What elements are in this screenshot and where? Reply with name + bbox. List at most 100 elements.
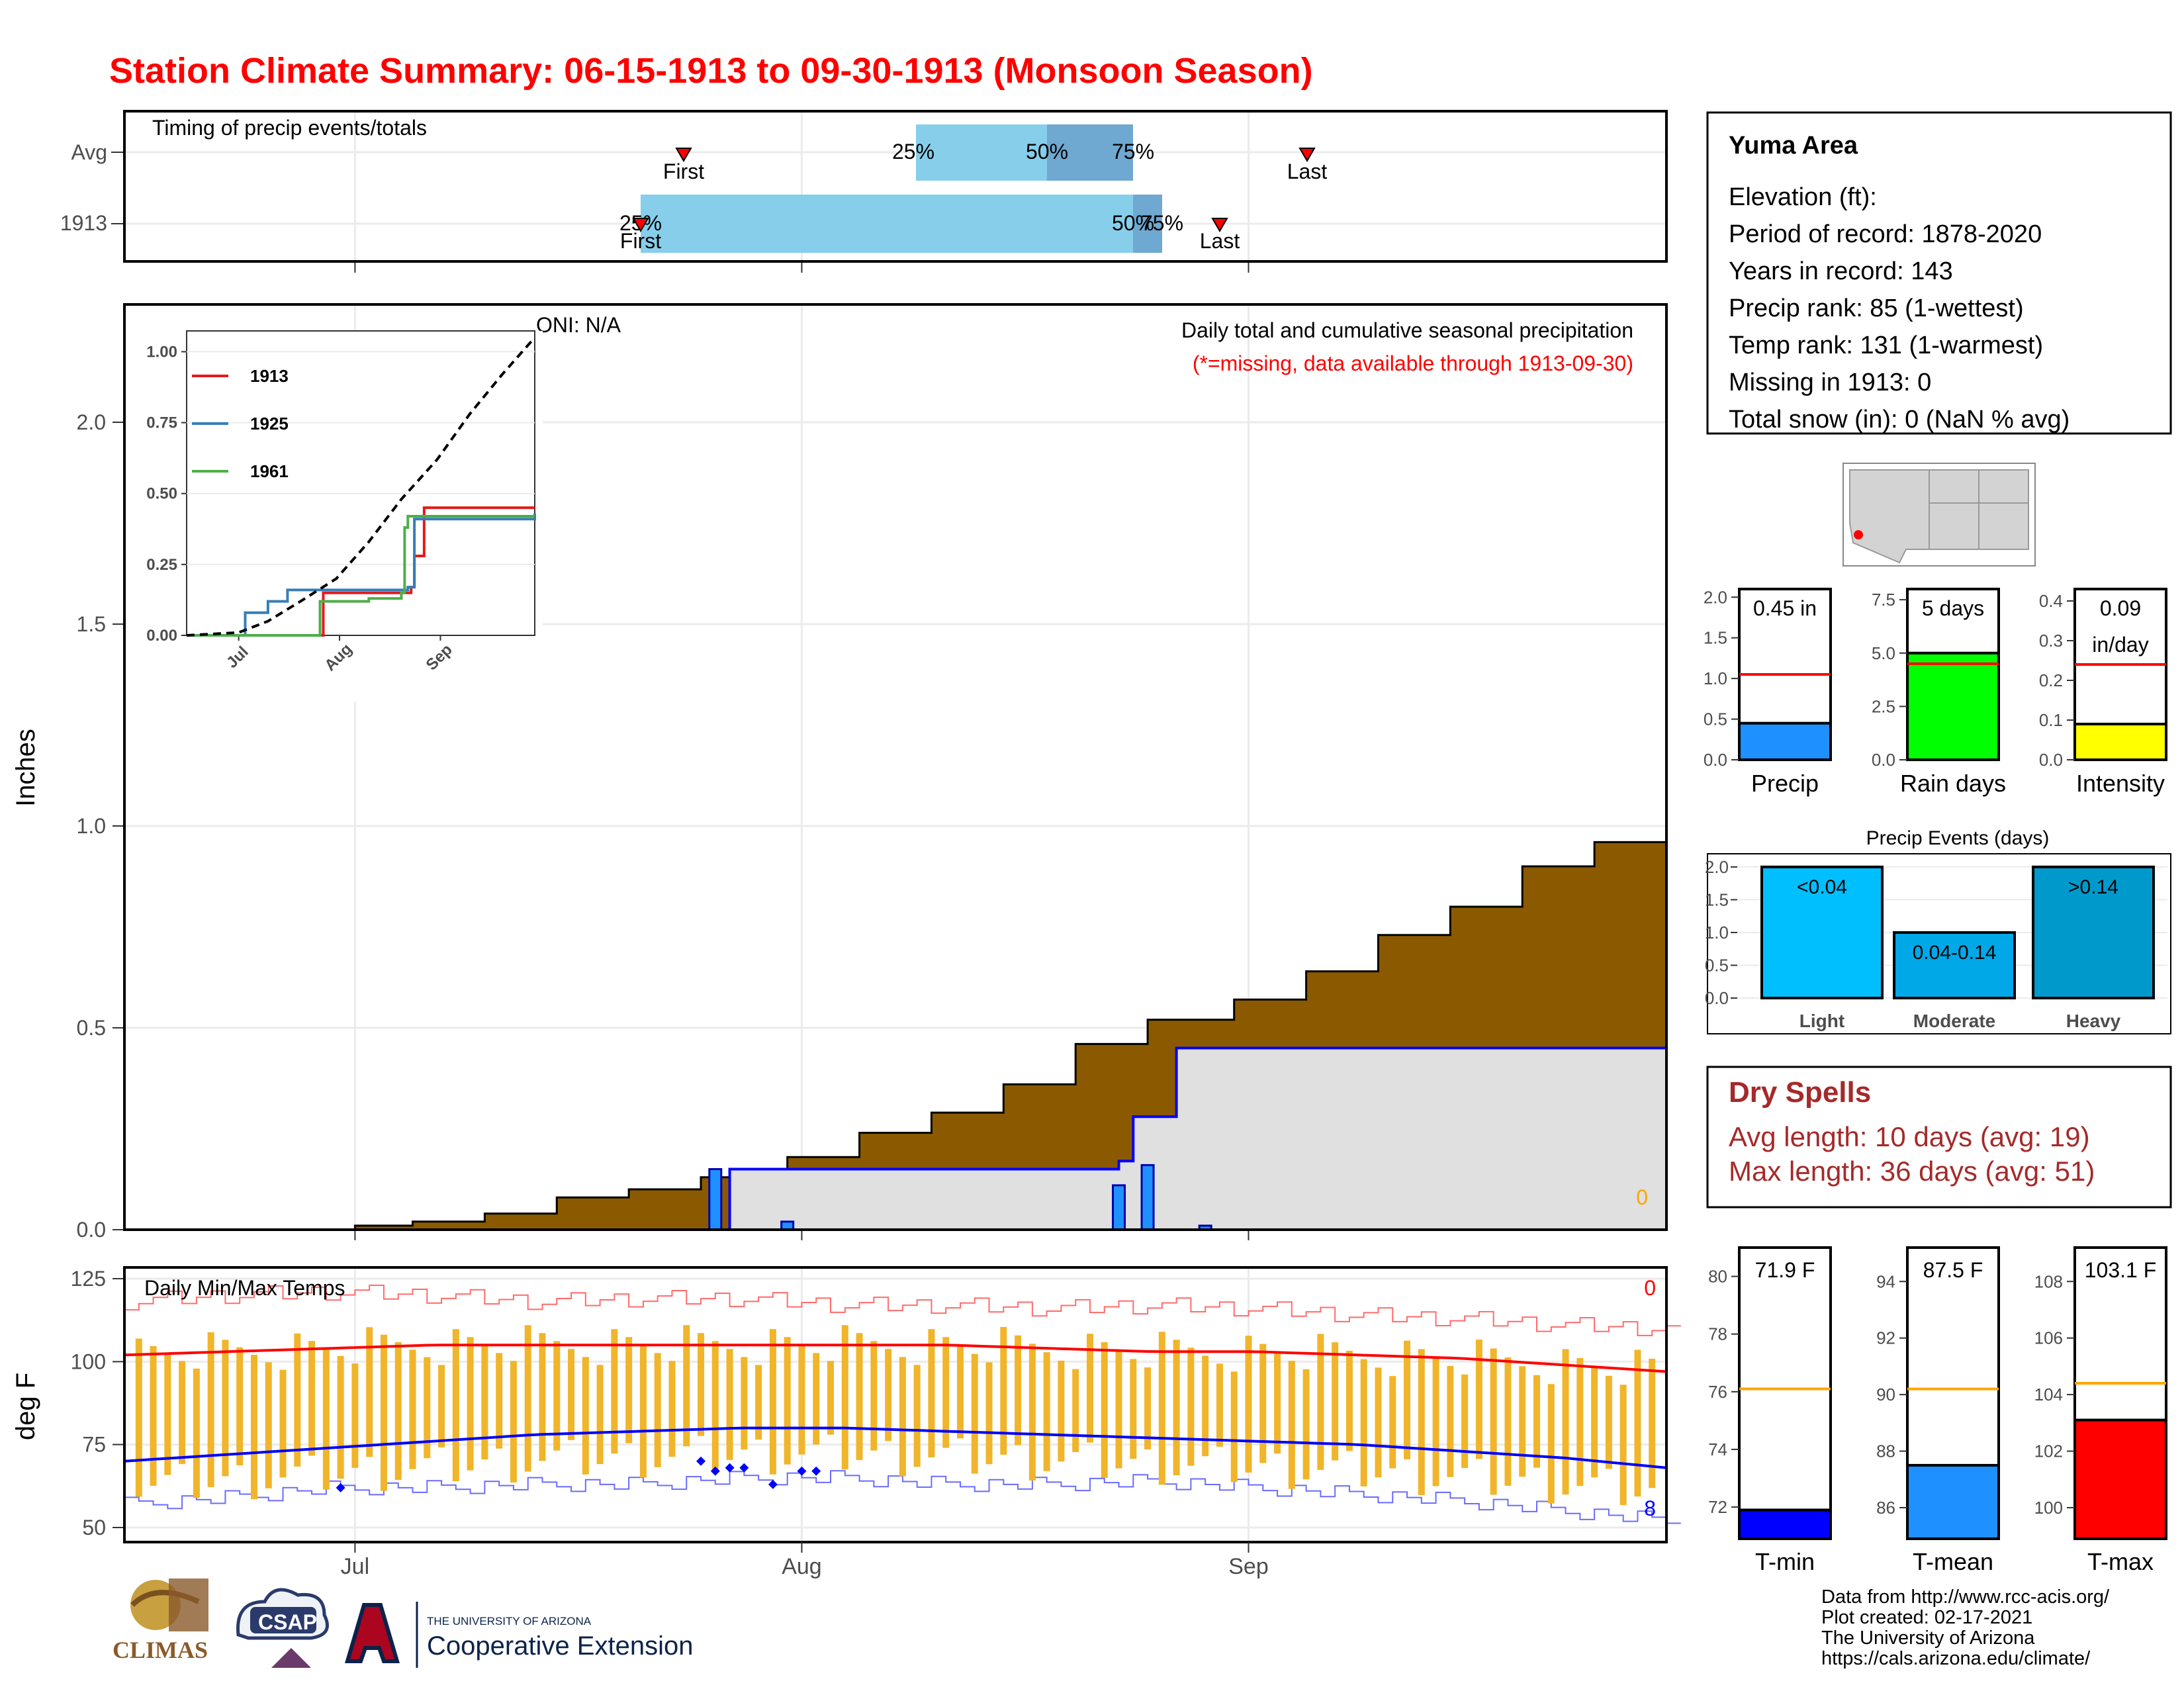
oni-label: ONI: N/A [536, 313, 621, 337]
y-axis-label: Inches [11, 729, 40, 807]
summary-tick: 7.5 [1872, 590, 1895, 610]
daily-temp-bar [596, 1365, 604, 1465]
daily-temp-bar [150, 1346, 157, 1486]
tsum-tick: 76 [1708, 1382, 1727, 1402]
footer-university: The University of Arizona [1821, 1627, 2035, 1649]
event-bar-label: 0.04-0.14 [1913, 942, 1997, 964]
daily-temp-bar [1158, 1332, 1165, 1485]
temp-y-label: deg F [11, 1373, 40, 1440]
daily-temp-bar [813, 1353, 820, 1445]
summary-bars: 0.0 0.5 1.0 1.5 2.0 0.45 in Precip 0.0 2.5 5.0 7.5… [1704, 587, 2167, 797]
event-bar-heavy [2032, 865, 2155, 1000]
event-bar-light [1760, 865, 1884, 1000]
daily-temp-bar [870, 1341, 878, 1451]
daily-precip-bar [708, 1168, 723, 1231]
yr-quartile-bar [641, 195, 1133, 253]
summary-value2-2: in/day [2092, 633, 2148, 657]
avg-p50-label: 50% [1026, 140, 1068, 163]
daily-temp-bar [496, 1353, 503, 1449]
daily-temp-bar [1345, 1350, 1353, 1451]
temps-frame [123, 1266, 1668, 1543]
station-name: Yuma Area [1729, 132, 1858, 160]
inset-y-tick: 0.75 [146, 414, 177, 432]
tsum-tick: 102 [2034, 1441, 2063, 1461]
daily-temp-bar [236, 1347, 244, 1466]
daily-temp-bar [279, 1369, 287, 1478]
daily-temp-bar [409, 1349, 416, 1469]
daily-temp-bar [711, 1341, 719, 1471]
daily-temp-bar [250, 1354, 257, 1500]
daily-temp-bar [1562, 1349, 1569, 1495]
tsum-label-0: T-min [1755, 1548, 1815, 1575]
summary-tick: 0.5 [1704, 709, 1727, 729]
station-temp-rank: Temp rank: 131 (1-warmest) [1729, 332, 2043, 359]
daily-temp-bar [971, 1353, 978, 1474]
inset-y-tick: 1.00 [146, 343, 177, 361]
daily-temp-bar [625, 1337, 633, 1443]
climas-logo-text: CLIMAS [113, 1637, 208, 1663]
missing-note: (*=missing, data available through 1913-… [1193, 351, 1633, 375]
daily-temp-bar [698, 1333, 705, 1436]
daily-temp-bar [1130, 1359, 1137, 1459]
events-tick: 0.5 [1705, 955, 1729, 975]
daily-temp-bar [885, 1349, 892, 1441]
daily-temp-bar [322, 1348, 330, 1490]
daily-temp-bar [1649, 1358, 1656, 1488]
daily-temp-bar [1332, 1342, 1339, 1461]
yr-last-marker [1211, 218, 1228, 232]
daily-temp-bar [265, 1362, 272, 1488]
daily-temp-bar [308, 1341, 316, 1456]
daily-temp-bar [755, 1365, 762, 1440]
daily-temp-bar [193, 1368, 200, 1498]
x-tick-sep: Sep [1228, 1554, 1269, 1579]
tsum-tick: 80 [1708, 1267, 1727, 1287]
daily-temp-bar [899, 1357, 906, 1477]
avg-first-marker [675, 148, 692, 162]
tsum-tick: 92 [1876, 1328, 1895, 1348]
station-precip-rank: Precip rank: 85 (1-wettest) [1729, 295, 2024, 322]
daily-temp-bar [1418, 1349, 1425, 1496]
summary-tick: 0.2 [2039, 670, 2063, 690]
yr-p75-label: 75% [1141, 211, 1183, 235]
summary-tick: 2.5 [1872, 696, 1895, 716]
summary-label-1: Rain days [1900, 770, 2006, 797]
footer-credits: Data from http://www.rcc-acis.org/ Plot … [1821, 1587, 2109, 1669]
tsum-bar-0 [1738, 1508, 1832, 1540]
dry-spells-box: Dry Spells Avg length: 10 days (avg: 19)… [1706, 1066, 2172, 1209]
event-bar-label: <0.04 [1797, 876, 1847, 898]
avg-first-label: First [663, 160, 704, 183]
zero-count: 0 [1636, 1185, 1648, 1209]
tsum-box-0 [1738, 1246, 1832, 1540]
daily-temp-bar [1317, 1334, 1324, 1470]
daily-temp-bar [1173, 1340, 1180, 1475]
avg-median-bar [1047, 124, 1133, 181]
daily-temp-bar [654, 1353, 661, 1467]
daily-temp-bar [1101, 1342, 1108, 1478]
station-elevation: Elevation (ft): [1729, 183, 1877, 211]
summary-label-2: Intensity [2076, 770, 2165, 797]
daily-temp-bar [913, 1365, 921, 1467]
yr-last-label: Last [1200, 229, 1240, 253]
daily-temp-bar [1490, 1348, 1497, 1495]
timing-label: Timing of precip events/totals [152, 116, 427, 140]
record-low-count: 8 [1644, 1496, 1656, 1520]
daily-temp-bar [1216, 1363, 1223, 1447]
summary-tick: 0.1 [2039, 710, 2063, 730]
daily-temp-bar [524, 1325, 531, 1472]
inset-y-tick: 0.25 [146, 556, 177, 574]
inset-frame [186, 330, 535, 636]
daily-temp-bar [394, 1342, 402, 1481]
daily-temp-bar [1202, 1355, 1209, 1457]
daily-temp-bar [1072, 1369, 1079, 1452]
daily-temp-bar [1504, 1357, 1512, 1486]
tsum-tick: 108 [2034, 1271, 2063, 1291]
summary-value-0: 0.45 in [1753, 596, 1817, 620]
daily-temp-bar [1058, 1360, 1065, 1462]
x-tick-jul: Jul [341, 1554, 369, 1579]
station-missing: Missing in 1913: 0 [1729, 369, 1931, 396]
timing-panel: 25%50%75%FirstLast25%50%75%FirstLastTimi… [60, 110, 1668, 273]
record-low-marker [797, 1466, 807, 1476]
precip-events-panel: Precip Events (days) 0.0 0.5 1.0 1.5 2.0 <0.04… [1705, 827, 2171, 1034]
daily-temp-bar [1043, 1352, 1050, 1471]
